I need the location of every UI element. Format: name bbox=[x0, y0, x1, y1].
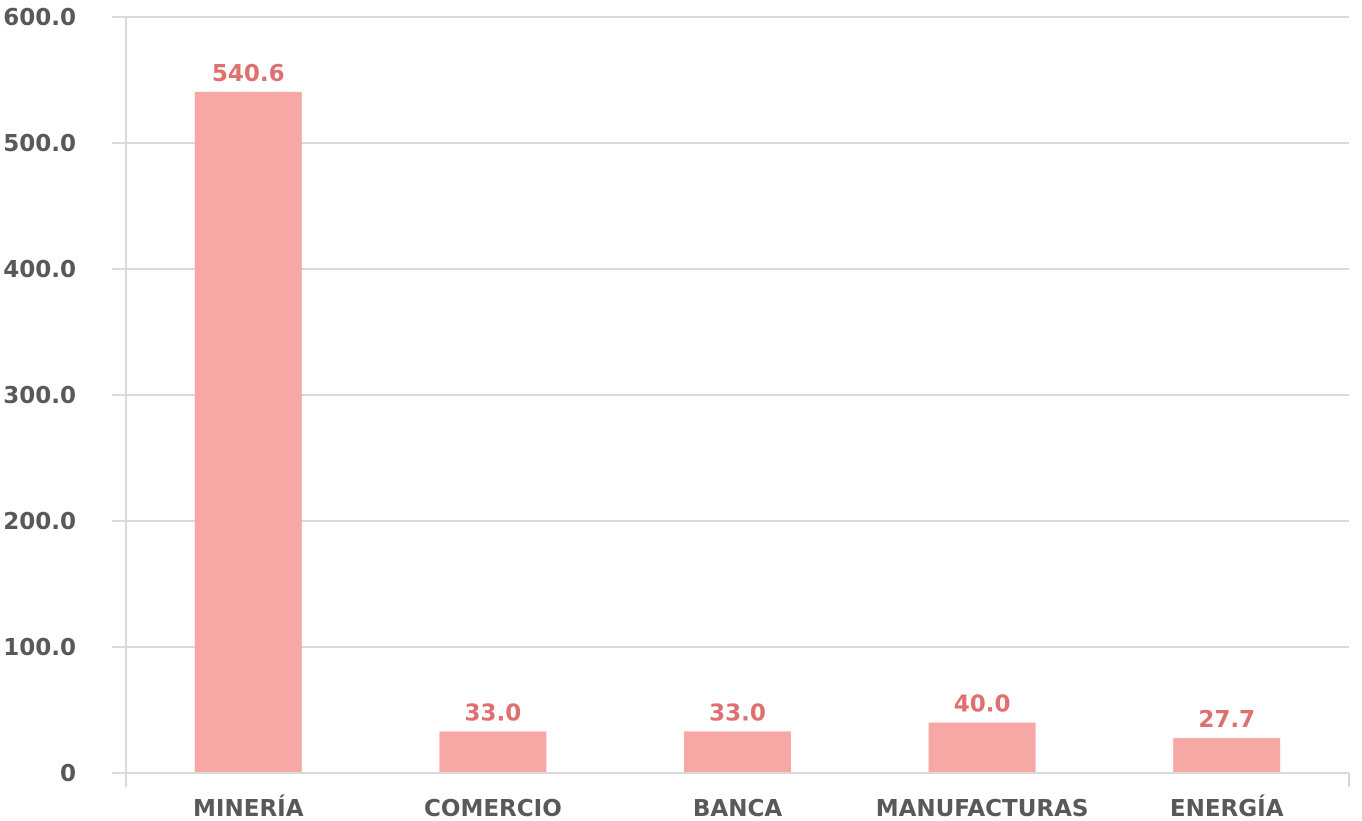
bar bbox=[194, 91, 302, 774]
y-tick-label: 600.0 bbox=[3, 5, 76, 31]
y-tick-label: 400.0 bbox=[3, 257, 76, 283]
y-tick-label: 100.0 bbox=[3, 635, 76, 661]
axes bbox=[112, 17, 1350, 787]
data-label: 40.0 bbox=[954, 692, 1011, 718]
data-label: 33.0 bbox=[465, 700, 522, 726]
x-category-label: MINERÍA bbox=[193, 794, 304, 821]
y-tick-label: 500.0 bbox=[3, 131, 76, 157]
x-category-label: MANUFACTURAS bbox=[876, 796, 1089, 821]
bar bbox=[1173, 738, 1281, 773]
bars bbox=[194, 91, 1281, 774]
data-label: 33.0 bbox=[709, 700, 766, 726]
y-tick-label: 300.0 bbox=[3, 383, 76, 409]
x-axis-categories: MINERÍA COMERCIO BANCA MANUFACTURAS ENERGÍA bbox=[193, 794, 1284, 821]
data-label: 27.7 bbox=[1198, 707, 1255, 733]
bar bbox=[439, 731, 547, 773]
gridlines bbox=[112, 16, 1349, 648]
y-tick-label: 0 bbox=[60, 761, 76, 787]
y-axis-ticks: 0 100.0 200.0 300.0 400.0 500.0 600.0 bbox=[3, 5, 76, 787]
bar bbox=[928, 722, 1036, 773]
y-tick-label: 200.0 bbox=[3, 509, 76, 535]
data-labels: 540.6 33.0 33.0 40.0 27.7 bbox=[212, 61, 1255, 733]
x-category-label: COMERCIO bbox=[424, 796, 562, 821]
x-category-label: BANCA bbox=[693, 796, 782, 821]
bar bbox=[684, 731, 791, 773]
x-category-label: ENERGÍA bbox=[1170, 794, 1284, 821]
data-label: 540.6 bbox=[212, 61, 285, 87]
